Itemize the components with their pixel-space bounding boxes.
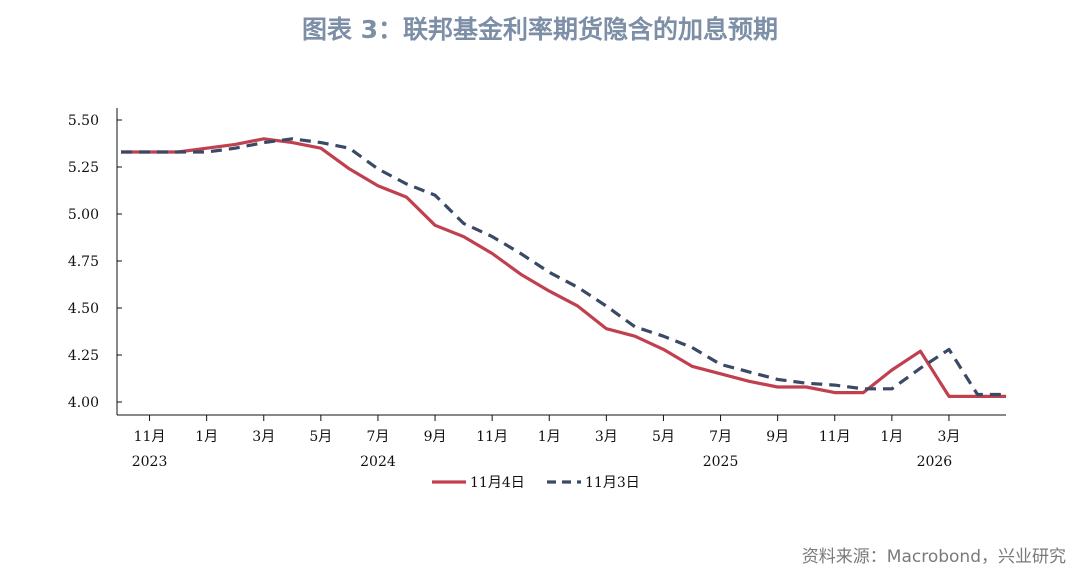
y-tick-label: 4.50	[68, 301, 99, 317]
x-tick-label: 5月	[652, 429, 675, 445]
x-year-label: 2023	[132, 454, 168, 470]
x-year-label: 2024	[360, 454, 396, 470]
x-year-label: 2025	[703, 454, 739, 470]
x-tick-label: 1月	[538, 429, 561, 445]
x-tick-label: 5月	[309, 429, 332, 445]
x-tick-label: 7月	[709, 429, 732, 445]
legend-label: 11月4日	[470, 475, 525, 491]
series-layer	[121, 137, 1007, 398]
x-tick-label: 9月	[766, 429, 789, 445]
x-tick-label: 9月	[424, 429, 447, 445]
legend-item: 11月4日	[432, 475, 525, 491]
x-tick-label: 11月	[819, 429, 851, 445]
series-line-2	[121, 137, 1007, 397]
x-tick-label: 3月	[595, 429, 618, 445]
y-tick-label: 5.00	[68, 207, 99, 223]
legend-label: 11月3日	[585, 475, 640, 491]
x-tick-label: 11月	[134, 429, 166, 445]
chart-axes: 5.50 5.25 5.00 4.75 4.50 4.25 4.00 11月 1月 3月 5月 7月 9…	[68, 108, 1006, 470]
y-tick-label: 5.25	[68, 160, 99, 176]
x-tick-label: 3月	[252, 429, 275, 445]
x-tick-label: 1月	[880, 429, 903, 445]
x-tick-label: 1月	[195, 429, 218, 445]
x-year-label: 2026	[917, 454, 953, 470]
x-tick-label: 7月	[366, 429, 389, 445]
legend-item: 11月3日	[547, 475, 640, 491]
x-tick-label: 11月	[476, 429, 508, 445]
source-note: 资料来源：Macrobond，兴业研究	[801, 547, 1066, 567]
y-tick-label: 4.00	[68, 395, 99, 411]
x-tick-label: 3月	[937, 429, 960, 445]
chart-legend: 11月4日 11月3日	[432, 475, 640, 491]
y-tick-label: 4.25	[68, 348, 99, 364]
series-line-1	[121, 137, 1007, 398]
y-tick-label: 4.75	[68, 254, 99, 270]
y-tick-label: 5.50	[68, 113, 99, 129]
chart-title: 图表 3：联邦基金利率期货隐含的加息预期	[301, 15, 779, 44]
